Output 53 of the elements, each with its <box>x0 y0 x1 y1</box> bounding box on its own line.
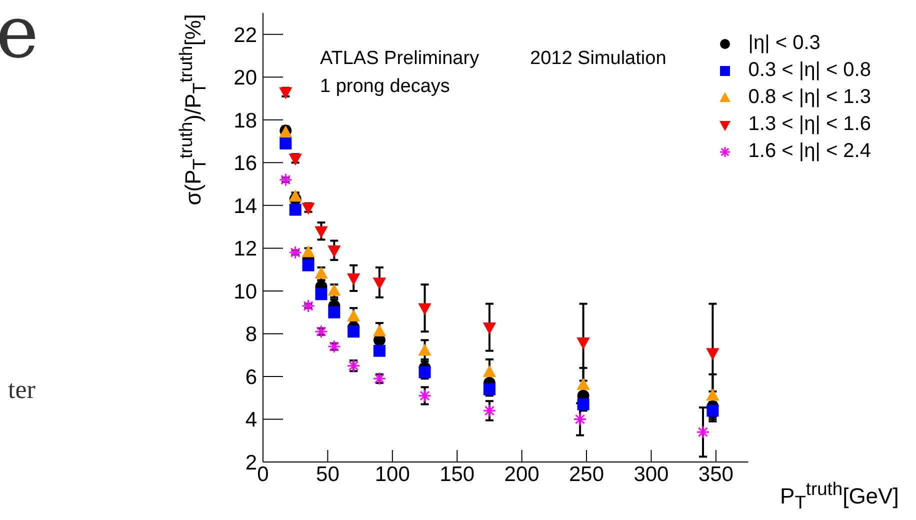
y-tick-label: 2 <box>245 451 257 474</box>
point <box>302 259 314 272</box>
x-tick-label: 50 <box>316 462 340 486</box>
x-tick-label: 200 <box>504 462 540 486</box>
y-tick-label: 16 <box>234 152 257 176</box>
annotation: ATLAS Preliminary <box>320 48 480 70</box>
point <box>418 303 432 316</box>
legend-label: 1.3 < |η| < 1.6 <box>748 113 871 136</box>
point <box>328 284 341 296</box>
point <box>328 246 341 258</box>
y-tick-label: 18 <box>234 109 257 132</box>
x-tick-label: 250 <box>568 462 604 486</box>
x-tick-label: 350 <box>698 462 734 486</box>
legend-label: 0.3 < |η| < 0.8 <box>748 59 871 82</box>
point <box>302 245 315 258</box>
y-tick-label: 12 <box>234 238 257 261</box>
point <box>328 306 340 318</box>
point <box>482 365 496 377</box>
y-tick-label: 10 <box>234 280 257 304</box>
point <box>346 309 360 322</box>
x-tick-label: 0 <box>257 462 269 486</box>
point <box>372 278 386 290</box>
y-tick-label: 20 <box>234 66 257 90</box>
point <box>315 288 328 300</box>
point <box>576 337 590 350</box>
x-axis-title: P$_{T}$$^{truth}$[GeV] <box>780 478 899 514</box>
annotation: 1 prong decays <box>320 76 450 98</box>
x-tick-label: 100 <box>374 462 410 486</box>
legend-label: 0.8 < |η| < 1.3 <box>748 86 871 109</box>
point <box>418 366 431 378</box>
legend-label: 1.6 < |η| < 2.4 <box>748 140 871 163</box>
legend-label: |η| < 0.3 <box>748 32 820 55</box>
point <box>289 204 302 216</box>
text: ter <box>8 375 36 405</box>
y-tick-label: 8 <box>245 323 257 346</box>
point <box>418 344 432 356</box>
point <box>372 324 386 336</box>
y-tick-label: 14 <box>234 194 258 218</box>
point <box>348 326 360 338</box>
point <box>314 266 328 279</box>
point <box>314 226 328 238</box>
x-tick-label: 150 <box>440 462 475 486</box>
y-tick-label: 22 <box>234 24 257 47</box>
x-tick-label: 300 <box>634 462 669 486</box>
annotation: 2012 Simulation <box>530 48 666 70</box>
y-tick-label: 4 <box>245 408 258 432</box>
point <box>483 383 496 396</box>
point <box>373 344 386 357</box>
y-tick-label: 6 <box>245 366 257 389</box>
point <box>280 137 292 150</box>
point <box>346 273 360 286</box>
point <box>706 348 720 360</box>
point <box>482 322 496 334</box>
